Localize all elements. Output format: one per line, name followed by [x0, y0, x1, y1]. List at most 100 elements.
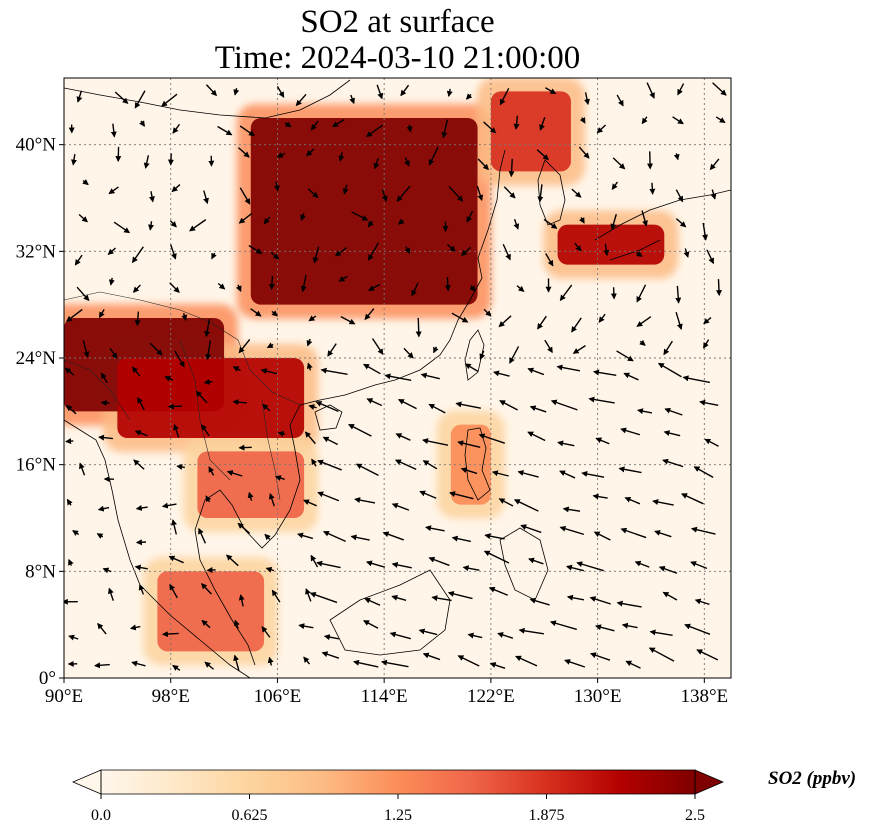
wind-arrow — [446, 88, 453, 98]
wind-arrow — [169, 282, 180, 293]
wind-arrow — [462, 565, 480, 572]
wind-arrow — [168, 555, 184, 564]
wind-arrow — [652, 499, 674, 506]
wind-arrow — [94, 662, 110, 669]
wind-arrow — [338, 275, 348, 282]
wind-arrow — [610, 287, 617, 300]
wind-arrow — [610, 213, 617, 230]
wind-arrow — [498, 498, 514, 507]
wind-arrow — [284, 121, 292, 128]
wind-arrow — [428, 403, 446, 414]
wind-arrow — [238, 147, 250, 158]
wind-arrow — [559, 284, 573, 302]
y-tick-label: 8°N — [25, 561, 56, 582]
wind-arrow — [381, 189, 388, 203]
wind-arrow — [545, 87, 557, 95]
wind-arrow — [520, 524, 542, 534]
wind-arrow — [263, 216, 271, 225]
wind-arrow — [403, 347, 414, 359]
wind-arrow — [100, 399, 110, 406]
wind-arrow — [457, 655, 480, 667]
wind-arrow — [662, 591, 678, 601]
wind-arrow — [636, 408, 653, 415]
wind-arrow — [74, 254, 83, 266]
wind-arrow — [149, 342, 163, 356]
wind-arrow — [189, 219, 207, 232]
wind-arrow — [181, 312, 188, 321]
wind-arrow — [366, 398, 383, 407]
wind-arrow — [205, 340, 212, 361]
wind-arrow — [579, 217, 585, 224]
wind-arrow — [611, 181, 619, 190]
wind-arrow — [588, 396, 615, 404]
wind-arrow — [431, 595, 452, 602]
wind-arrow — [226, 470, 243, 477]
wind-arrow — [641, 210, 648, 227]
wind-arrow — [268, 275, 275, 291]
wind-arrow — [394, 459, 417, 471]
y-tick-label: 40°N — [16, 135, 57, 156]
wind-arrow — [276, 152, 286, 158]
wind-arrow — [303, 656, 311, 665]
wind-arrow — [559, 470, 576, 479]
wind-arrow — [277, 430, 286, 437]
wind-arrow — [466, 210, 474, 223]
wind-arrow — [675, 218, 687, 228]
wind-arrow — [648, 647, 675, 662]
wind-arrow — [273, 181, 280, 192]
wind-arrow — [161, 631, 179, 638]
wind-arrow — [235, 284, 242, 292]
wind-arrow — [562, 506, 581, 513]
wind-arrow — [271, 310, 278, 317]
wind-arrow — [572, 345, 586, 354]
wind-arrow — [108, 186, 119, 195]
wind-arrow — [549, 620, 578, 631]
coastline-korea — [537, 159, 566, 226]
wind-arrow — [320, 367, 348, 376]
wind-arrow — [420, 372, 440, 380]
wind-arrow — [428, 556, 450, 567]
wind-arrow — [100, 372, 108, 384]
wind-arrow — [483, 121, 497, 134]
wind-arrow — [663, 340, 673, 356]
wind-arrow — [203, 378, 213, 385]
wind-arrow — [489, 662, 506, 670]
wind-arrow — [433, 346, 439, 354]
wind-arrow — [239, 125, 255, 137]
y-tick-label: 16°N — [16, 455, 57, 476]
wind-arrow — [612, 157, 626, 170]
wind-arrow — [173, 423, 180, 438]
map-subtitle-time: Time: 2024-03-10 21:00:00 — [214, 40, 581, 76]
wind-arrow — [268, 492, 275, 507]
wind-arrow — [238, 594, 245, 607]
wind-arrow — [579, 117, 586, 124]
wind-arrow — [107, 247, 116, 255]
wind-arrow — [134, 564, 148, 571]
wind-arrow — [206, 567, 216, 574]
wind-arrow — [135, 539, 146, 546]
wind-arrow — [131, 246, 144, 264]
wind-arrow — [148, 221, 154, 231]
wind-arrow — [348, 423, 372, 437]
wind-arrow — [598, 313, 606, 323]
colorbar-tick-label: 1.875 — [529, 807, 565, 824]
wind-arrow — [455, 401, 481, 409]
wind-arrow — [419, 490, 437, 499]
so2-region — [117, 358, 305, 438]
wind-arrow — [483, 308, 492, 317]
wind-arrow — [557, 440, 575, 447]
wind-arrow — [536, 149, 549, 161]
wind-arrow — [616, 94, 624, 107]
wind-arrow — [138, 583, 145, 595]
wind-arrow — [68, 634, 79, 641]
colorbar-tick-label: 2.5 — [685, 807, 705, 824]
wind-arrow — [371, 338, 384, 355]
wind-arrow — [636, 316, 652, 327]
wind-arrow — [528, 557, 544, 565]
colorbar-extend-high — [694, 769, 725, 795]
wind-arrow — [170, 244, 177, 260]
wind-arrow — [623, 372, 639, 381]
wind-arrow — [566, 594, 585, 601]
wind-arrow — [499, 400, 519, 411]
wind-arrow — [305, 588, 312, 602]
